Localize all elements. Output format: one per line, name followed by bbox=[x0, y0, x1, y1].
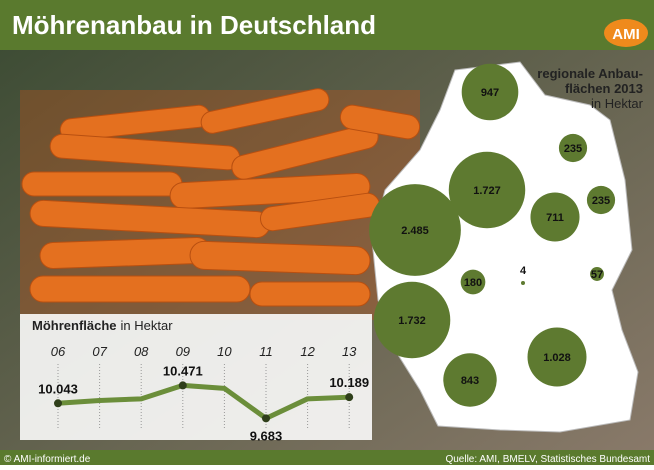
bubble-label: 235 bbox=[564, 143, 582, 155]
map-title: flächen 2013 bbox=[565, 81, 643, 96]
infographic: Möhrenanbau in Deutschland AMI © AMI-inf… bbox=[0, 0, 654, 465]
title: Möhrenanbau in Deutschland bbox=[12, 10, 376, 40]
value-label: 10.043 bbox=[38, 381, 78, 396]
bubble-label: 57 bbox=[591, 269, 603, 281]
bubble-label: 4 bbox=[520, 265, 527, 277]
map-title: regionale Anbau- bbox=[537, 66, 643, 81]
line-title: Möhrenfläche in Hektar bbox=[32, 318, 173, 333]
bubble-label: 2.485 bbox=[401, 225, 429, 237]
value-label: 9.683 bbox=[250, 428, 283, 443]
copyright: © AMI-informiert.de bbox=[4, 454, 91, 465]
bubble-label: 1.727 bbox=[473, 185, 501, 197]
point bbox=[179, 381, 187, 389]
map-unit: in Hektar bbox=[591, 96, 644, 111]
x-tick-label: 12 bbox=[300, 344, 315, 359]
value-label: 10.189 bbox=[329, 375, 369, 390]
line-unit: in Hektar bbox=[121, 318, 174, 333]
logo: AMI bbox=[612, 26, 640, 43]
x-tick-label: 10 bbox=[217, 344, 232, 359]
bubble-label: 180 bbox=[464, 277, 482, 289]
page: {"header": {"title": "Möhrenanbau in Deu… bbox=[0, 0, 654, 465]
line-title-main: Möhrenfläche bbox=[32, 318, 117, 333]
x-tick-label: 06 bbox=[51, 344, 66, 359]
source: Quelle: AMI, BMELV, Statistisches Bundes… bbox=[445, 454, 650, 465]
bubble-label: 711 bbox=[546, 212, 564, 224]
bubble-label: 1.028 bbox=[543, 352, 571, 364]
point bbox=[345, 393, 353, 401]
bubble-label: 947 bbox=[481, 87, 499, 99]
value-label: 10.471 bbox=[163, 363, 203, 378]
point bbox=[54, 399, 62, 407]
x-tick-label: 07 bbox=[92, 344, 107, 359]
bubble-label: 235 bbox=[592, 195, 610, 207]
bubble bbox=[521, 281, 525, 285]
bubble-label: 1.732 bbox=[398, 315, 426, 327]
x-tick-label: 11 bbox=[259, 344, 273, 359]
bubble-label: 843 bbox=[461, 375, 479, 387]
carrot-photo bbox=[20, 87, 421, 320]
point bbox=[262, 414, 270, 422]
x-tick-label: 09 bbox=[176, 344, 190, 359]
x-tick-label: 08 bbox=[134, 344, 149, 359]
x-tick-label: 13 bbox=[342, 344, 357, 359]
